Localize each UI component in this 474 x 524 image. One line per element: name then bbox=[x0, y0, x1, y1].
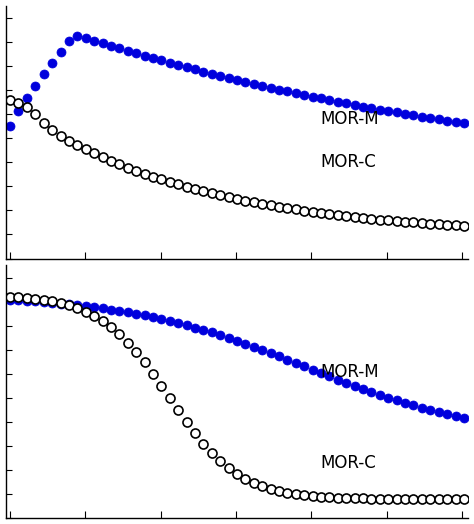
Text: MOR-C: MOR-C bbox=[320, 454, 376, 472]
Text: MOR-M: MOR-M bbox=[320, 363, 379, 381]
Text: MOR-C: MOR-C bbox=[320, 154, 376, 171]
Text: MOR-M: MOR-M bbox=[320, 111, 379, 128]
